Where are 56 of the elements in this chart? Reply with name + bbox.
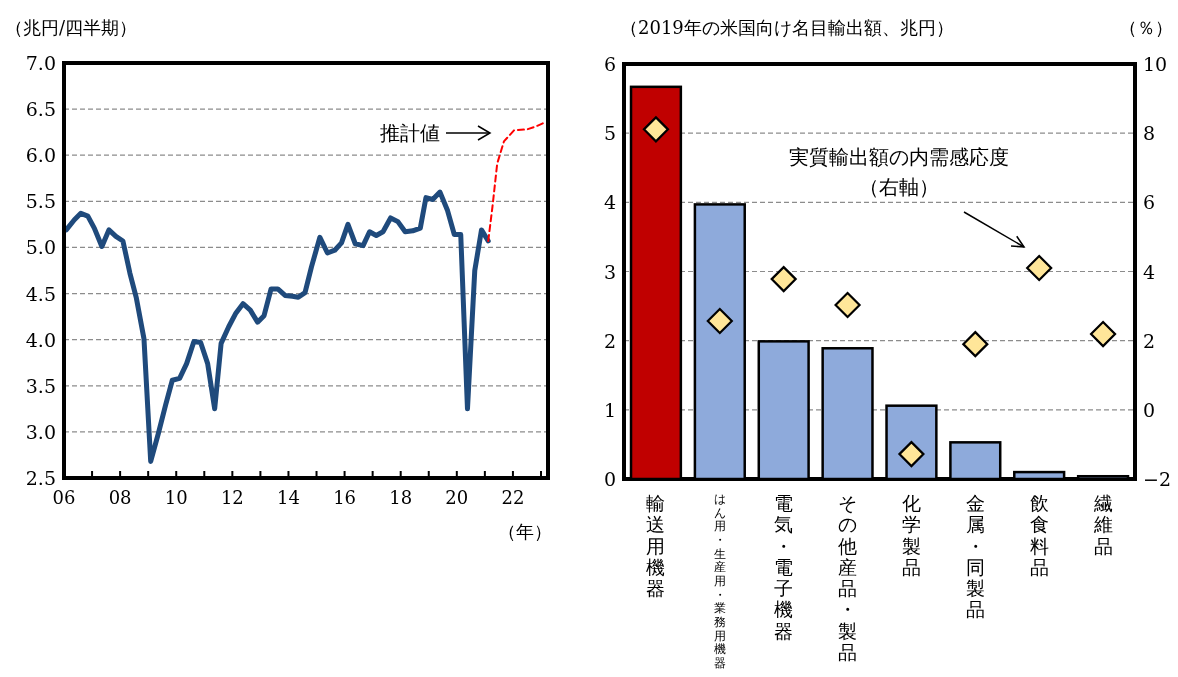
y-axis-title: （2019年の米国向け名目輸出額、兆円） bbox=[620, 17, 954, 38]
y-tick-label: 3.5 bbox=[25, 374, 56, 397]
y-tick-label: 2 bbox=[603, 329, 616, 352]
point bbox=[642, 116, 670, 143]
y-tick-label: 1 bbox=[603, 398, 616, 421]
y2-tick-label: 8 bbox=[1143, 122, 1156, 145]
y-tick-label: 5.0 bbox=[25, 236, 56, 259]
y-tick-label: 0 bbox=[603, 468, 616, 490]
x-tick-label: 16 bbox=[333, 487, 357, 508]
x-tick-label: 化学製品 bbox=[900, 492, 922, 579]
y-tick-label: 6 bbox=[603, 53, 616, 75]
y2-tick-label: 4 bbox=[1143, 260, 1156, 283]
x-tick-label: 14 bbox=[277, 487, 300, 508]
y-tick-label: 7.0 bbox=[25, 52, 56, 74]
annotation: 推計値 bbox=[380, 121, 440, 145]
point bbox=[770, 266, 797, 293]
annotation: 実質輸出額の内需感応度 bbox=[789, 145, 1009, 169]
point bbox=[706, 307, 733, 335]
y-tick-label: 4 bbox=[603, 191, 616, 214]
y2-tick-label: −2 bbox=[1143, 468, 1172, 490]
y2-tick-label: 2 bbox=[1143, 329, 1156, 352]
x-tick-label: その他産品・製品 bbox=[837, 492, 859, 664]
x-tick-label: 06 bbox=[52, 487, 76, 508]
point bbox=[1089, 321, 1117, 348]
y-tick-label: 4.0 bbox=[25, 328, 56, 351]
x-tick-label: 飲食料品 bbox=[1028, 492, 1050, 579]
x-tick-label: 22 bbox=[501, 487, 525, 508]
y2-tick-label: 10 bbox=[1143, 53, 1168, 75]
y-tick-label: 2.5 bbox=[25, 467, 56, 489]
y-tick-label: 5.5 bbox=[25, 190, 56, 213]
y2-tick-label: 0 bbox=[1143, 398, 1156, 421]
y-tick-label: 6.5 bbox=[25, 98, 56, 121]
x-tick-label: 12 bbox=[220, 487, 244, 508]
x-axis-title: （年） bbox=[498, 521, 552, 542]
category-label: はん用・生産用・業務用機器 bbox=[713, 492, 726, 671]
x-tick-label: 20 bbox=[445, 487, 469, 508]
y-tick-label: 3.0 bbox=[25, 420, 56, 443]
y2-axis-title: （％） bbox=[1119, 17, 1173, 38]
point bbox=[834, 291, 861, 319]
point bbox=[1026, 254, 1053, 282]
x-tick-label: 10 bbox=[164, 487, 188, 508]
y-tick-label: 3 bbox=[603, 260, 616, 283]
x-tick-label: 18 bbox=[389, 487, 413, 508]
y-tick-label: 4.5 bbox=[25, 282, 56, 305]
x-tick-label: 輸送用機器 bbox=[645, 492, 667, 600]
point bbox=[962, 331, 989, 358]
y-tick-label: 5 bbox=[603, 122, 616, 145]
line-series bbox=[487, 121, 545, 242]
x-tick-label: 繊維品 bbox=[1092, 492, 1114, 557]
annotation: （右軸） bbox=[859, 175, 939, 199]
y-tick-label: 6.0 bbox=[25, 144, 56, 167]
y2-tick-label: 6 bbox=[1143, 191, 1156, 214]
x-tick-label: 08 bbox=[108, 487, 132, 508]
x-tick-label: 金属・同製品 bbox=[964, 492, 986, 621]
y-axis-title: （兆円/四半期） bbox=[5, 17, 138, 38]
x-tick-label: 電気・電子機器 bbox=[773, 492, 795, 642]
